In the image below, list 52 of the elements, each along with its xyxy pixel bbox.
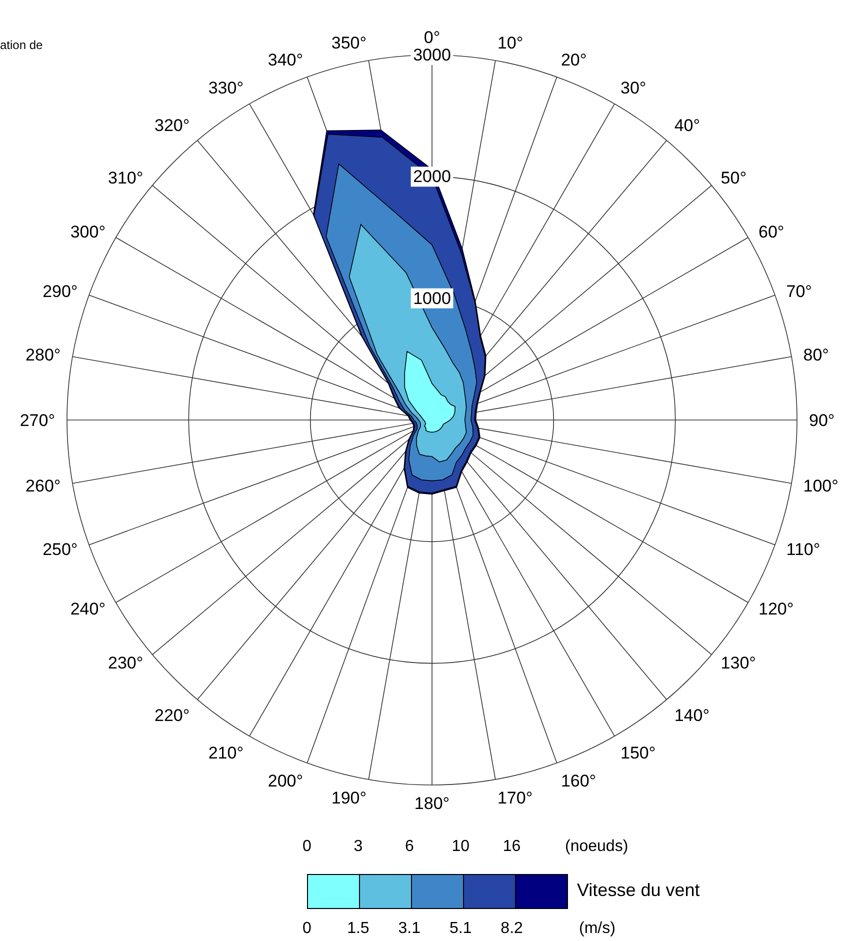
text: (m/s) xyxy=(579,920,616,938)
spoke-label: 160° xyxy=(560,771,596,790)
color-bar-title: Vitesse du vent xyxy=(577,880,700,901)
y-tick-label: 3000 xyxy=(413,46,451,64)
text: 6 xyxy=(404,838,415,856)
spoke-label: 220° xyxy=(154,706,190,725)
text: 8.2 xyxy=(500,920,524,938)
spoke-label: 40° xyxy=(674,116,700,136)
spoke-label: 0° xyxy=(424,28,440,47)
spoke-label: 350° xyxy=(331,34,367,53)
spoke-label: 130° xyxy=(720,653,756,672)
spoke-label: 330° xyxy=(208,78,244,98)
spoke-label: 320° xyxy=(154,116,190,136)
spoke-label: 290° xyxy=(42,282,78,302)
spoke-label: 190° xyxy=(331,788,367,808)
spoke-label: 30° xyxy=(620,78,646,98)
spoke-label: 150° xyxy=(620,744,656,763)
spoke-label: 80° xyxy=(803,346,829,365)
spoke-label: 180° xyxy=(414,794,450,814)
spoke-label: 90° xyxy=(809,411,835,430)
spoke-label: 260° xyxy=(26,476,61,496)
text: 5.1 xyxy=(448,920,473,938)
text: 3.1 xyxy=(397,920,422,938)
spoke-label: 280° xyxy=(26,346,61,365)
text: ation de xyxy=(0,38,43,52)
text: 1.5 xyxy=(346,920,370,938)
spoke-label: 50° xyxy=(720,168,747,188)
spoke-label: 210° xyxy=(208,744,244,763)
text: 10 xyxy=(450,838,470,856)
text: 3 xyxy=(352,838,364,856)
spoke-label: 70° xyxy=(786,282,812,302)
spoke-label: 230° xyxy=(108,653,144,672)
spoke-label: 340° xyxy=(268,50,304,70)
text: 16 xyxy=(502,838,522,856)
spoke-label: 170° xyxy=(497,788,533,808)
spoke-label: 270° xyxy=(20,411,55,430)
spoke-label: 140° xyxy=(674,706,710,725)
spoke-label: 300° xyxy=(70,222,106,242)
spoke-label: 200° xyxy=(268,771,304,790)
spoke-label: 240° xyxy=(70,600,106,619)
text: 0 xyxy=(302,838,312,856)
text: (noeuds) xyxy=(565,838,628,856)
spoke-label: 250° xyxy=(42,540,78,559)
spoke-label: 310° xyxy=(108,168,144,188)
text: 0 xyxy=(302,920,312,938)
y-tick-label: 1000 xyxy=(413,288,451,308)
spoke-label: 20° xyxy=(560,50,587,70)
spoke-label: 10° xyxy=(497,34,524,53)
spoke-label: 60° xyxy=(758,222,784,242)
spoke-label: 120° xyxy=(758,600,794,619)
spoke-label: 100° xyxy=(803,476,838,496)
spoke-label: 110° xyxy=(786,540,820,559)
